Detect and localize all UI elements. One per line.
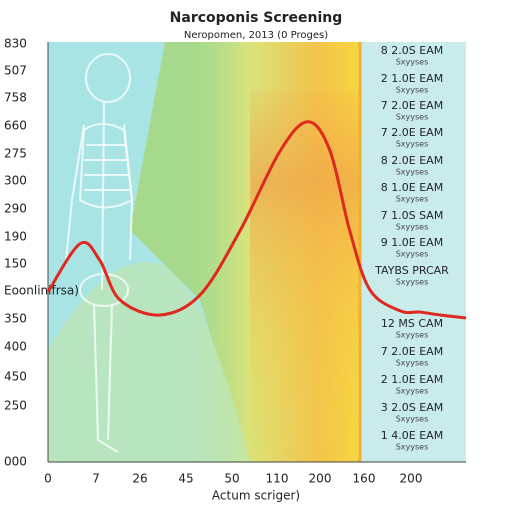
legend-label: 8 2.0S EAM [381, 44, 443, 57]
skeleton [65, 53, 134, 453]
legend-label: 12 MS CAM [381, 317, 443, 330]
legend-sublabel: Sxyyses [396, 387, 429, 396]
legend-panel [360, 42, 466, 462]
legend-sublabel: Sxyyses [396, 223, 429, 232]
y-axis-label: Eoonlinlfrsa) [4, 284, 79, 298]
x-tick-label: 45 [178, 472, 193, 486]
legend-sublabel: Sxyyses [396, 86, 429, 95]
legend-label: 3 2.0S EAM [381, 401, 443, 414]
y-tick-label: 830 [4, 37, 27, 51]
x-tick-label: 200 [400, 472, 423, 486]
x-axis-label: Actum scriger) [212, 489, 300, 503]
legend-sublabel: Sxyyses [396, 113, 429, 122]
legend-label: 7 2.0E EAM [381, 99, 443, 112]
legend-sublabel: Sxyyses [396, 443, 429, 452]
orange-glow [250, 90, 360, 462]
y-tick-label: 250 [4, 399, 27, 413]
legend-label: 9 1.0E EAM [381, 236, 443, 249]
legend-label: TAYBS PRCAR [374, 264, 449, 277]
y-tick-label: 660 [4, 119, 27, 133]
legend-sublabel: Sxyyses [396, 140, 429, 149]
legend-sublabel: Sxyyses [396, 58, 429, 67]
legend-sublabel: Sxyyses [396, 278, 429, 287]
legend-label: 8 1.0E EAM [381, 181, 443, 194]
x-tick-label: 160 [353, 472, 376, 486]
x-tick-label: 50 [224, 472, 239, 486]
x-tick-label: 0 [44, 472, 52, 486]
legend-label: 2 1.0E EAM [381, 72, 443, 85]
chart-title: Narcoponis Screening [170, 10, 343, 26]
x-tick-label: 7 [92, 472, 100, 486]
legend-sublabel: Sxyyses [396, 331, 429, 340]
data-line [46, 120, 467, 320]
legend-sublabel: Sxyyses [396, 415, 429, 424]
legend-label: 7 2.0E EAM [381, 345, 443, 358]
y-tick-label: 300 [4, 174, 27, 188]
legend-sublabel: Sxyyses [396, 195, 429, 204]
legend-label: 7 2.0E EAM [381, 126, 443, 139]
y-tick-label: 507 [4, 64, 27, 78]
legend-label: 7 1.0S SAM [381, 209, 444, 222]
y-tick-label: 150 [4, 257, 27, 271]
legend-sublabel: Sxyyses [396, 359, 429, 368]
y-tick-label: 190 [4, 230, 27, 244]
y-tick-label: 758 [4, 91, 27, 105]
x-tick-label: 110 [266, 472, 289, 486]
y-tick-label: 450 [4, 370, 27, 384]
legend-sublabel: Sxyyses [396, 168, 429, 177]
y-tick-label: 400 [4, 340, 27, 354]
legend-label: 1 4.0E EAM [381, 429, 443, 442]
y-tick-label: 290 [4, 202, 27, 216]
chart-subtitle: Neropomen, 2013 (0 Proges) [184, 30, 328, 41]
y-tick-label: 000 [4, 455, 27, 469]
x-tick-label: 200 [309, 472, 332, 486]
legend-label: 8 2.0E EAM [381, 154, 443, 167]
legend-label: 2 1.0E EAM [381, 373, 443, 386]
legend-sublabel: Sxyyses [396, 250, 429, 259]
hill [48, 261, 250, 462]
x-tick-label: 26 [132, 472, 147, 486]
y-tick-label: 350 [4, 312, 27, 326]
y-tick-label: 275 [4, 147, 27, 161]
